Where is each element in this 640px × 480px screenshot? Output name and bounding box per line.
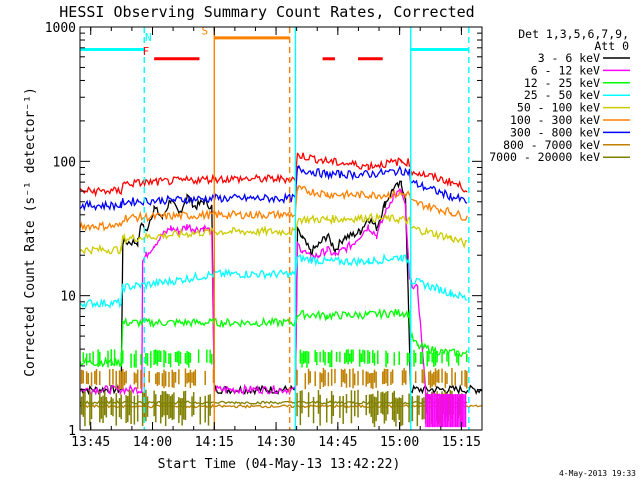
x-tick-label: 14:45 bbox=[318, 435, 357, 450]
x-tick-label: 14:30 bbox=[256, 435, 295, 450]
plot-frame bbox=[79, 26, 483, 431]
x-tick-label: 15:15 bbox=[442, 435, 481, 450]
y-tick-label: 10 bbox=[60, 290, 76, 305]
legend-label-8: 800 - 7000 keV bbox=[503, 138, 600, 152]
legend-label-1: 3 - 6 keV bbox=[538, 51, 600, 65]
legend-label-6: 100 - 300 keV bbox=[510, 113, 600, 127]
plot-area bbox=[80, 152, 482, 428]
series-line-6 bbox=[80, 184, 468, 232]
legend-header-line-1: Det 1,3,5,6,7,9, bbox=[518, 27, 629, 41]
flag-annotation-f: F bbox=[143, 45, 150, 58]
series-line-7 bbox=[80, 164, 468, 212]
legend-label-2: 6 - 12 keV bbox=[531, 63, 600, 77]
series-group bbox=[80, 152, 482, 428]
plot-timestamp: 4-May-2013 19:33 bbox=[559, 469, 636, 478]
x-tick-label: 14:00 bbox=[133, 435, 172, 450]
plot-axes: 13:45 14:00 14:15 14:30 14:45 15:00 15:15 1 10 10… bbox=[45, 21, 483, 450]
x-tick-label: 13:45 bbox=[71, 435, 110, 450]
series-line-4 bbox=[80, 253, 468, 310]
y-axis-label: Corrected Count Rate (s⁻¹ detector⁻¹) bbox=[23, 87, 38, 377]
x-tick-label: 14:15 bbox=[195, 435, 234, 450]
legend-label-9: 7000 - 20000 keV bbox=[489, 150, 600, 164]
legend-label-5: 50 - 100 keV bbox=[517, 101, 600, 115]
plot-overlays: NF S bbox=[80, 24, 470, 430]
y-tick-label: 1000 bbox=[45, 21, 76, 36]
chart-title: HESSI Observing Summary Count Rates, Cor… bbox=[59, 3, 474, 21]
x-tick-label: 15:00 bbox=[380, 435, 419, 450]
x-axis-label: Start Time (04-May-13 13:42:22) bbox=[158, 457, 401, 472]
flag-annotation-s: S bbox=[201, 24, 208, 37]
series-line-1 bbox=[80, 180, 482, 396]
flag-annotation-n: N bbox=[145, 31, 152, 44]
legend-label-3: 12 - 25 keV bbox=[524, 76, 600, 90]
series-line-2 bbox=[80, 187, 452, 402]
series-line-10 bbox=[80, 152, 468, 198]
legend-label-4: 25 - 50 keV bbox=[524, 88, 600, 102]
legend-label-7: 300 - 800 keV bbox=[510, 125, 600, 139]
legend-header-line-2: Att 0 bbox=[594, 39, 629, 53]
y-tick-label: 1 bbox=[68, 424, 76, 439]
low-count-noise bbox=[80, 349, 468, 428]
y-tick-label: 100 bbox=[53, 155, 76, 170]
